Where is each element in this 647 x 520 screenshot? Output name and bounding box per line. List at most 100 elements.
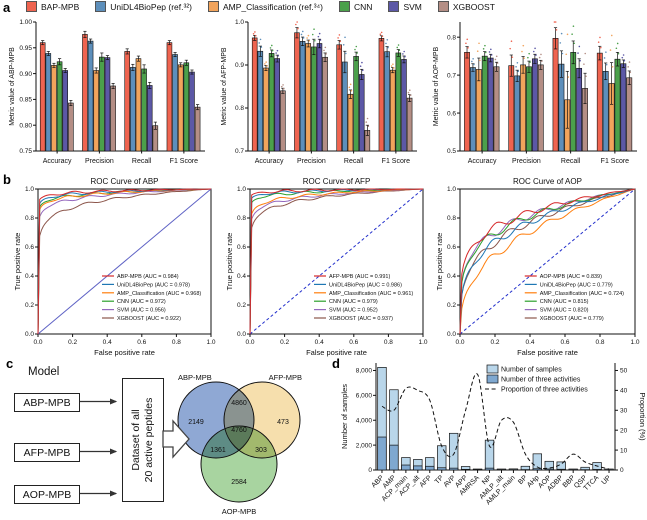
sample-point (275, 52, 277, 54)
bar (135, 58, 142, 152)
legend-label: UniDL4BioPep (AUC = 0.986) (329, 282, 402, 288)
sample-point (621, 56, 624, 59)
y-axis-label: True positive rate (435, 233, 444, 291)
plot-frame (37, 188, 212, 335)
sample-point (565, 53, 568, 56)
roc-curve (459, 188, 636, 335)
model-flow-panel: Model ABP-MPB AFP-MPB AOP-MPB Dataset of… (0, 358, 334, 520)
sample-point (409, 94, 412, 97)
sample-point (348, 86, 351, 89)
sample-point (605, 51, 607, 53)
three-activities-bar (389, 444, 399, 471)
y-tick-label: 1.00 (19, 19, 32, 26)
y-tick-label: 1.0 (447, 186, 456, 193)
x-tick-label: AFP (419, 474, 434, 489)
sample-point (573, 42, 576, 45)
samples-bar (449, 432, 459, 471)
legend-item: SVM (388, 1, 422, 12)
sample-point (585, 75, 587, 78)
sample-point (266, 65, 268, 67)
legend-label: Number of three activities (501, 377, 581, 384)
x-tick-label: 0.8 (384, 339, 393, 346)
sample-point (627, 66, 629, 68)
x-tick-label: UP (601, 474, 613, 486)
y-tick-label: 8,000 (356, 368, 373, 375)
y-axis-label: Metric value of ABP-MPB (9, 47, 16, 126)
sample-point (599, 36, 601, 39)
sample-point (300, 33, 303, 36)
bar (353, 56, 359, 152)
legend-label: CNN (AUC = 0.972) (117, 299, 166, 305)
x-tick-label: 0.0 (245, 339, 254, 346)
sample-point (338, 34, 341, 36)
sample-point (578, 45, 581, 48)
sample-point (380, 31, 383, 34)
sample-point (488, 51, 491, 53)
sample-point (270, 44, 273, 47)
venn-circle-outline (200, 425, 278, 503)
legend-label: CNN (354, 1, 373, 12)
bar (183, 62, 190, 152)
bar (299, 41, 306, 152)
sample-point (407, 91, 410, 94)
y-tick-label: 0.4 (447, 273, 456, 280)
legend-swatch (95, 1, 107, 12)
sample-point (553, 21, 556, 23)
venn-circle-outline (223, 381, 301, 459)
x-tick-label: F1 Score (382, 158, 411, 165)
sample-point (490, 48, 492, 51)
sample-point (516, 61, 519, 64)
sample-point (561, 52, 564, 55)
sample-point (628, 61, 631, 63)
x-tick-label: 0.8 (595, 339, 604, 346)
sample-point (356, 52, 358, 54)
roc-curve (37, 188, 212, 335)
three-activities-bar (413, 465, 423, 471)
x-tick-label: AVP (443, 474, 458, 489)
model-box-aop: AOP-MPB (14, 485, 80, 504)
roc-curve (459, 188, 636, 335)
x-tick-label: 0.4 (103, 339, 112, 346)
sample-point (554, 21, 557, 23)
sample-point (387, 46, 389, 49)
sample-point (354, 48, 356, 51)
sample-point (359, 65, 362, 68)
panel-a-legend: BAP-MPB UniDL4BioPep (ref.³²) AMP_Classi… (26, 1, 495, 12)
bar (481, 55, 488, 152)
sample-point (494, 58, 497, 61)
legend-swatch (437, 1, 449, 12)
bar (378, 38, 385, 152)
sample-point (361, 61, 363, 64)
y-tick-label: 0.9 (235, 62, 244, 69)
y-tick-label: 0.7 (235, 148, 244, 155)
legend-label: XGBOOST (452, 1, 495, 12)
plot-frame (459, 188, 636, 335)
sample-point (555, 29, 558, 31)
bar (475, 69, 482, 152)
x-tick-label: Precision (85, 158, 114, 165)
bar (358, 74, 365, 152)
bar (110, 85, 116, 152)
panel-label-d: d (332, 356, 340, 371)
sample-point (495, 55, 498, 58)
roc-aop-chart: ROC Curve of AOP 0.00.0 0.2 0.2 0.4 0.4 0.6 0.6… (435, 177, 640, 357)
legend-label: Number of samples (501, 367, 562, 374)
x-tick-label: Recall (132, 158, 152, 165)
bar (56, 61, 63, 152)
sample-point (599, 46, 602, 49)
x-tick-label: 0.6 (137, 339, 146, 346)
roc-curve (459, 188, 636, 335)
y-tick-label: 0.8 (447, 215, 456, 222)
panel-label-a: a (3, 0, 11, 15)
sample-point (527, 56, 529, 59)
legend-swatch (388, 1, 400, 12)
bar (311, 46, 317, 152)
legend-label: AFP-MPB (AUC = 0.991) (329, 274, 390, 280)
sample-point (571, 33, 573, 35)
bar (62, 70, 68, 152)
roc-afp-chart: ROC Curve of AFP 0.00.0 0.2 0.2 0.4 0.4 0.6 0.6… (225, 177, 428, 357)
bar (280, 90, 286, 152)
sample-point (603, 57, 606, 59)
roc-curve (249, 188, 424, 335)
sample-point (476, 50, 479, 53)
